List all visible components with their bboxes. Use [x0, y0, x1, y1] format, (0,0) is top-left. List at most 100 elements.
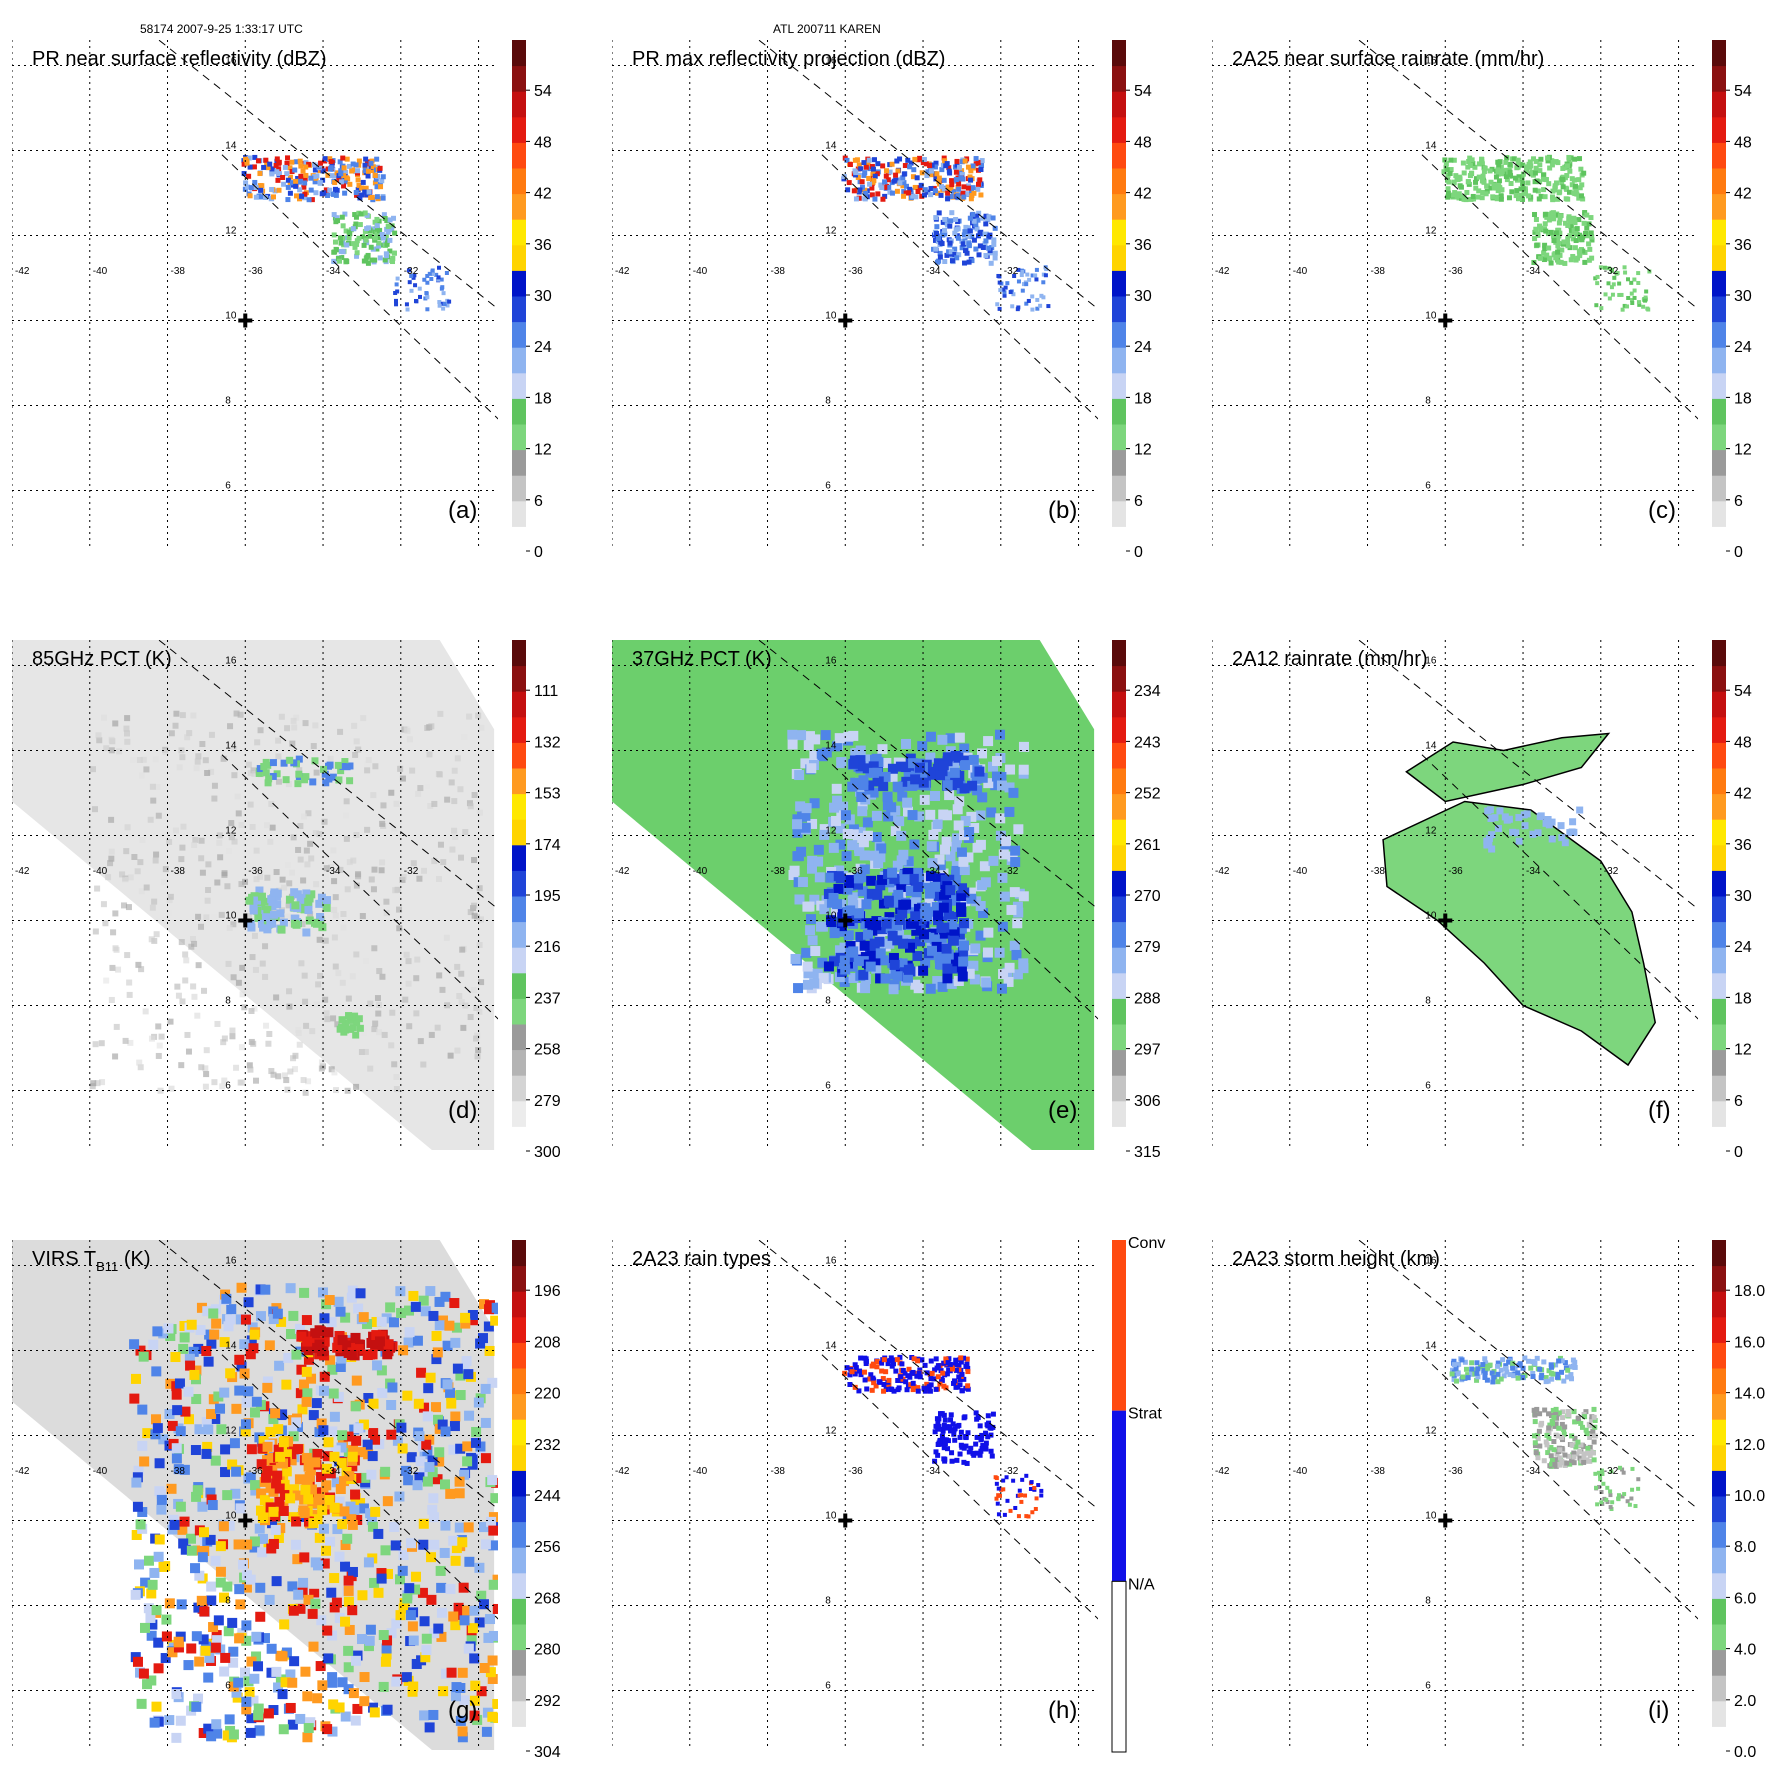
- colorbar-segment: [1112, 870, 1126, 897]
- ir-pixel: [245, 1472, 256, 1483]
- pct-pixel: [995, 813, 1006, 824]
- colorbar-label: Strat: [1128, 1406, 1162, 1423]
- ir-pixel: [325, 1355, 336, 1366]
- brightness-pixel: [239, 964, 246, 971]
- height-pixel: [1530, 1370, 1536, 1376]
- rain-type-pixel: [955, 1423, 961, 1429]
- brightness-pixel: [238, 1044, 245, 1051]
- pct-pixel: [800, 822, 811, 833]
- ir-pixel: [450, 1620, 461, 1631]
- ir-pixel: [189, 1369, 200, 1380]
- echo-cell: [919, 170, 925, 176]
- ir-pixel: [225, 1368, 236, 1379]
- ir-pixel: [234, 1385, 245, 1396]
- ir-pixel: [333, 1391, 344, 1402]
- echo-cell: [312, 167, 318, 173]
- echo-cell: [346, 235, 352, 241]
- pct-pixel: [919, 794, 930, 805]
- echo-cell: [1547, 256, 1553, 262]
- colorbar-segment: [1712, 665, 1726, 692]
- brightness-pixel: [460, 1024, 467, 1031]
- echo-cell: [412, 273, 417, 278]
- echo-cell: [1043, 273, 1048, 278]
- brightness-pixel: [268, 1068, 275, 1075]
- brightness-pixel: [322, 996, 329, 1003]
- pct-pixel: [833, 883, 844, 894]
- height-pixel: [1559, 1358, 1565, 1364]
- rain-type-pixel: [886, 1382, 892, 1388]
- colorbar-label: 174: [534, 837, 561, 854]
- brightness-pixel: [194, 758, 201, 765]
- brightness-pixel: [225, 847, 232, 854]
- ir-pixel: [327, 1672, 338, 1683]
- brightness-pixel: [420, 1061, 427, 1068]
- height-pixel: [1571, 1363, 1577, 1369]
- brightness-pixel: [178, 939, 185, 946]
- pct-pixel: [930, 791, 941, 802]
- ir-pixel: [279, 1619, 290, 1630]
- brightness-pixel: [103, 745, 110, 752]
- lat-label: 6: [225, 481, 231, 492]
- echo-cell: [1495, 171, 1501, 177]
- ir-pixel: [241, 1397, 252, 1408]
- cold-top: [304, 1471, 315, 1482]
- colorbar-segment: [1112, 793, 1126, 820]
- brightness-pixel: [167, 1018, 174, 1025]
- height-pixel: [1572, 1419, 1578, 1425]
- echo-cell: [1565, 236, 1571, 242]
- colorbar-segment: [512, 449, 526, 476]
- echo-cell: [1610, 292, 1615, 297]
- pct-pixel: [859, 850, 870, 861]
- rain-type-pixel: [945, 1360, 951, 1366]
- pct-pixel: [951, 865, 962, 876]
- height-pixel: [1539, 1372, 1545, 1378]
- brightness-pixel: [184, 1031, 191, 1038]
- echo-cell: [900, 183, 906, 189]
- height-pixel: [1573, 1444, 1579, 1450]
- brightness-pixel: [211, 795, 218, 802]
- height-pixel: [1565, 1367, 1571, 1373]
- height-pixel: [1574, 1451, 1580, 1457]
- height-pixel: [1577, 1448, 1583, 1454]
- echo-cell: [945, 184, 951, 190]
- rain-type-pixel: [902, 1370, 908, 1376]
- rain-type-pixel: [871, 1380, 877, 1386]
- colorbar-segment: [512, 219, 526, 246]
- brightness-pixel: [125, 904, 132, 911]
- pct-pixel: [941, 943, 952, 954]
- echo-cell: [376, 243, 382, 249]
- brightness-pixel: [360, 715, 367, 722]
- cold-top: [315, 1326, 326, 1337]
- pct-pixel: [837, 912, 848, 923]
- pct-pixel: [907, 780, 918, 791]
- ir-pixel: [241, 1635, 252, 1646]
- rain-type-pixel: [888, 1358, 894, 1364]
- brightness-pixel: [353, 882, 360, 889]
- pct-pixel: [881, 918, 892, 929]
- echo-cell: [1035, 306, 1040, 311]
- echo-cell: [270, 194, 276, 200]
- echo-cell: [306, 161, 312, 167]
- ir-pixel: [205, 1534, 216, 1545]
- brightness-pixel: [224, 883, 231, 890]
- rain-type-pixel: [959, 1388, 965, 1394]
- cold-spot: [282, 776, 290, 784]
- echo-cell: [393, 290, 398, 295]
- echo-cell: [389, 227, 395, 233]
- rain-type-pixel: [979, 1432, 985, 1438]
- height-pixel: [1569, 1442, 1575, 1448]
- height-pixel: [1520, 1365, 1526, 1371]
- ir-pixel: [308, 1410, 319, 1421]
- ir-pixel: [450, 1411, 461, 1422]
- colorbar-segment: [512, 1470, 526, 1497]
- ir-pixel: [163, 1323, 174, 1334]
- lon-label: -32: [404, 266, 419, 277]
- brightness-pixel: [331, 906, 338, 913]
- echo-cell: [934, 224, 940, 230]
- cold-top: [302, 1336, 313, 1347]
- cold-top: [367, 1349, 378, 1360]
- rain-type-pixel: [856, 1388, 862, 1394]
- height-pixel: [1584, 1431, 1590, 1437]
- cold-top: [308, 1518, 319, 1529]
